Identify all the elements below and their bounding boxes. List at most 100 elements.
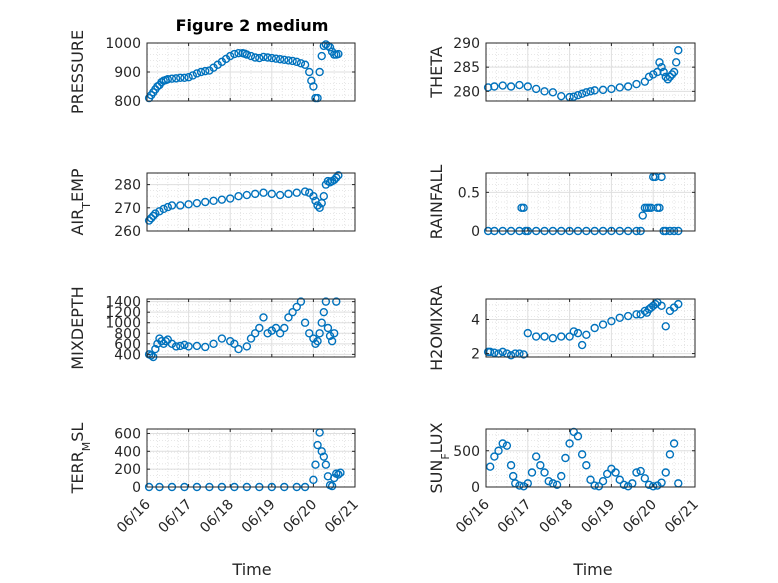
data-point	[275, 190, 285, 200]
subplot-airtemp: 260 270 280 AIRTEMP	[68, 168, 356, 240]
data-point	[323, 323, 333, 333]
data-point	[657, 478, 666, 487]
data-point	[619, 480, 629, 490]
x-tick-label: 06/18	[197, 497, 237, 537]
data-point	[280, 55, 289, 65]
data-point	[569, 327, 578, 336]
data-point	[544, 477, 553, 486]
data-point	[275, 55, 285, 64]
y-tick-label: 0	[471, 480, 480, 496]
data-point	[296, 297, 306, 306]
data-point	[582, 461, 591, 470]
y-axis-label: THETA	[427, 46, 446, 98]
data-point	[548, 88, 558, 97]
data-point	[234, 344, 243, 354]
y-tick-label: 290	[453, 36, 480, 52]
data-point	[502, 441, 512, 450]
data-point	[663, 75, 673, 84]
data-point	[319, 307, 328, 317]
data-point	[508, 471, 518, 481]
data-point	[582, 330, 591, 340]
data-point	[317, 447, 326, 456]
data-point	[330, 175, 339, 185]
data-point	[565, 439, 574, 448]
data-point	[655, 58, 664, 67]
y-tick-label: 1400	[105, 295, 141, 311]
data-point	[267, 53, 276, 63]
data-point	[167, 201, 177, 210]
data-point	[611, 468, 620, 477]
data-point	[646, 203, 656, 213]
data-point	[573, 432, 583, 441]
y-tick-label: 400	[114, 444, 141, 460]
data-point	[498, 81, 507, 90]
data-point	[292, 57, 301, 67]
data-point	[267, 189, 276, 199]
y-tick-label: 600	[114, 337, 141, 353]
data-point	[661, 322, 670, 331]
data-point	[336, 468, 345, 477]
data-point	[209, 339, 218, 349]
data-point	[640, 474, 650, 483]
data-point	[323, 41, 333, 51]
data-point	[171, 74, 181, 83]
data-point	[167, 74, 177, 83]
subplot-sunflux: 0 500 06/16 06/17 06/18 06/19 06/20 06/21 SUNFLU…	[427, 422, 702, 536]
plot-area	[147, 429, 355, 487]
data-point	[527, 468, 537, 477]
y-axis-label: RAINFALL	[427, 165, 446, 240]
y-tick-label: 285	[453, 60, 480, 76]
data-point	[607, 84, 616, 94]
data-point	[230, 49, 239, 59]
data-point	[300, 187, 310, 196]
data-point	[255, 323, 264, 333]
data-point	[176, 341, 185, 351]
data-point	[669, 439, 679, 448]
data-point	[615, 475, 624, 484]
data-point	[594, 482, 604, 491]
data-point	[636, 466, 645, 476]
data-point	[569, 427, 578, 437]
data-point	[176, 201, 185, 210]
data-point	[180, 73, 189, 83]
y-tick-label: 0.5	[458, 185, 480, 201]
y-tick-label: 500	[453, 444, 480, 460]
y-axis-label: TERRMSL	[68, 423, 93, 495]
data-point	[577, 450, 587, 459]
data-point	[313, 336, 322, 346]
data-point	[506, 461, 516, 470]
data-point	[184, 73, 193, 82]
data-point	[506, 82, 516, 91]
data-point	[325, 331, 335, 341]
y-tick-label: 800	[114, 326, 141, 342]
data-point	[598, 320, 608, 329]
data-point	[540, 468, 549, 477]
data-point	[523, 328, 532, 338]
data-point	[151, 209, 160, 218]
subplot-rainfall: 0 0.5 RAINFALL	[427, 165, 696, 240]
data-point	[332, 297, 341, 306]
y-tick-label: 1000	[105, 36, 141, 52]
data-point	[315, 329, 324, 338]
data-point	[196, 67, 206, 77]
data-point	[234, 48, 243, 58]
data-point	[632, 310, 641, 319]
data-point	[644, 480, 654, 490]
data-point	[317, 51, 326, 61]
data-point	[653, 67, 662, 77]
data-point	[284, 56, 293, 65]
data-point	[657, 301, 666, 311]
data-point	[255, 53, 264, 63]
data-point	[315, 203, 324, 213]
data-point	[590, 323, 599, 333]
data-point	[288, 307, 297, 317]
data-point	[242, 50, 252, 59]
data-point	[598, 477, 608, 486]
data-point	[250, 189, 260, 199]
data-point	[225, 336, 235, 346]
data-point	[657, 62, 666, 72]
x-tick-label: 06/17	[495, 497, 535, 537]
data-point	[144, 216, 154, 225]
